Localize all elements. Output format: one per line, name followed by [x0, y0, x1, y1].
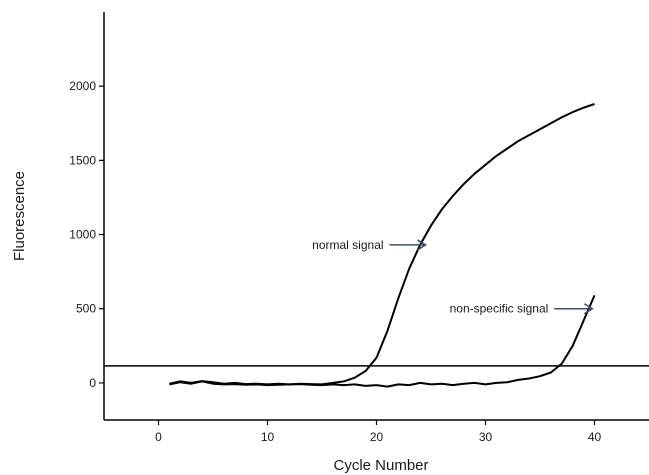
- x-axis-title: Cycle Number: [333, 457, 428, 474]
- y-axis-ticks: 0 500 1000 1500 2000: [69, 79, 104, 390]
- x-tick-label: 0: [155, 430, 162, 444]
- annotation-label: normal signal: [312, 238, 383, 252]
- annotation-arrow-head: [583, 303, 594, 315]
- y-tick-label: 0: [89, 376, 96, 390]
- annotation-layer: normal signal non-specific signal: [312, 238, 594, 316]
- series-layer: [169, 103, 596, 388]
- x-tick-label: 10: [261, 430, 275, 444]
- x-tick-label: 20: [370, 430, 384, 444]
- y-tick-label: 1000: [69, 228, 96, 242]
- y-tick-label: 2000: [69, 79, 96, 93]
- series-line-2: [169, 295, 596, 388]
- y-tick-label: 1500: [69, 153, 96, 167]
- y-axis-title: Fluorescence: [11, 171, 28, 261]
- annotation-arrow-head: [417, 239, 427, 251]
- annotation-label: non-specific signal: [450, 302, 549, 316]
- x-tick-label: 40: [588, 430, 602, 444]
- x-axis-ticks: 0 10 20 30 40: [155, 420, 601, 444]
- x-tick-label: 30: [479, 430, 493, 444]
- y-tick-label: 500: [76, 302, 96, 316]
